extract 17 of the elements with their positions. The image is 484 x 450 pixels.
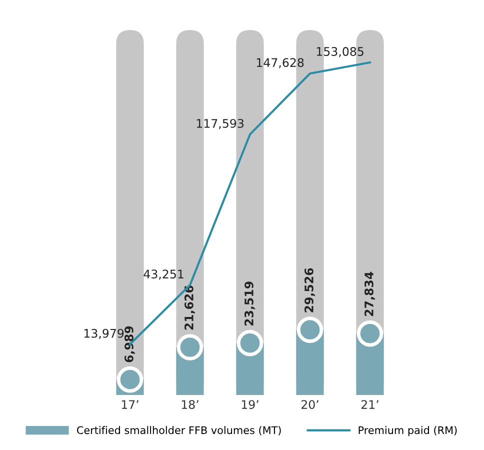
data-label: 23,519 (244, 282, 255, 326)
x-tick-label: 19’ (242, 400, 258, 409)
x-tick-label: 18’ (182, 400, 198, 409)
x-tick-label: 20’ (301, 400, 318, 409)
data-label: 6,989 (124, 326, 135, 362)
data-label: 153,085 (316, 47, 364, 58)
x-tick-label: 17’ (122, 400, 138, 409)
data-label: 13,979 (84, 328, 124, 340)
legend-label: Premium paid (RM) (358, 426, 457, 436)
data-label: 29,526 (304, 268, 315, 312)
data-label: 21,626 (184, 286, 195, 330)
legend-label: Certified smallholder FFB volumes (MT) (76, 426, 281, 436)
data-label: 117,593 (196, 118, 244, 130)
x-tick-label: 21’ (361, 400, 378, 409)
data-label: 43,251 (144, 270, 184, 280)
data-label: 147,628 (256, 58, 304, 68)
data-label: 27,834 (364, 272, 375, 316)
